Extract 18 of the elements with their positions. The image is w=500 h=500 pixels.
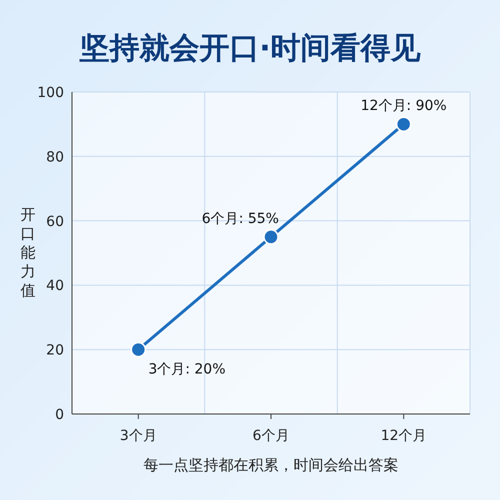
x-tick-label: 6个月 xyxy=(252,428,290,444)
point xyxy=(130,342,146,358)
y-tick-label: 60 xyxy=(46,214,64,230)
chart-title: 坚持就会开口·时间看得见 xyxy=(78,31,422,66)
data-label: 3个月: 20% xyxy=(148,362,226,378)
y-axis-title: 开口能力值 xyxy=(20,206,36,300)
data-label: 6个月: 55% xyxy=(202,210,279,227)
data-label: 12个月: 90% xyxy=(360,98,447,114)
x-axis-title: 每一点坚持都在积累，时间会给出答案 xyxy=(144,456,398,474)
x-tick-label: 3个月 xyxy=(120,428,157,444)
y-tick-label: 40 xyxy=(46,278,64,294)
point xyxy=(396,116,412,132)
y-tick-label: 0 xyxy=(55,407,64,423)
y-tick-label: 100 xyxy=(37,85,64,101)
y-tick-label: 80 xyxy=(46,149,64,166)
y-tick-label: 20 xyxy=(46,342,64,359)
x-tick-label: 12个月 xyxy=(380,428,427,444)
point xyxy=(263,229,279,245)
